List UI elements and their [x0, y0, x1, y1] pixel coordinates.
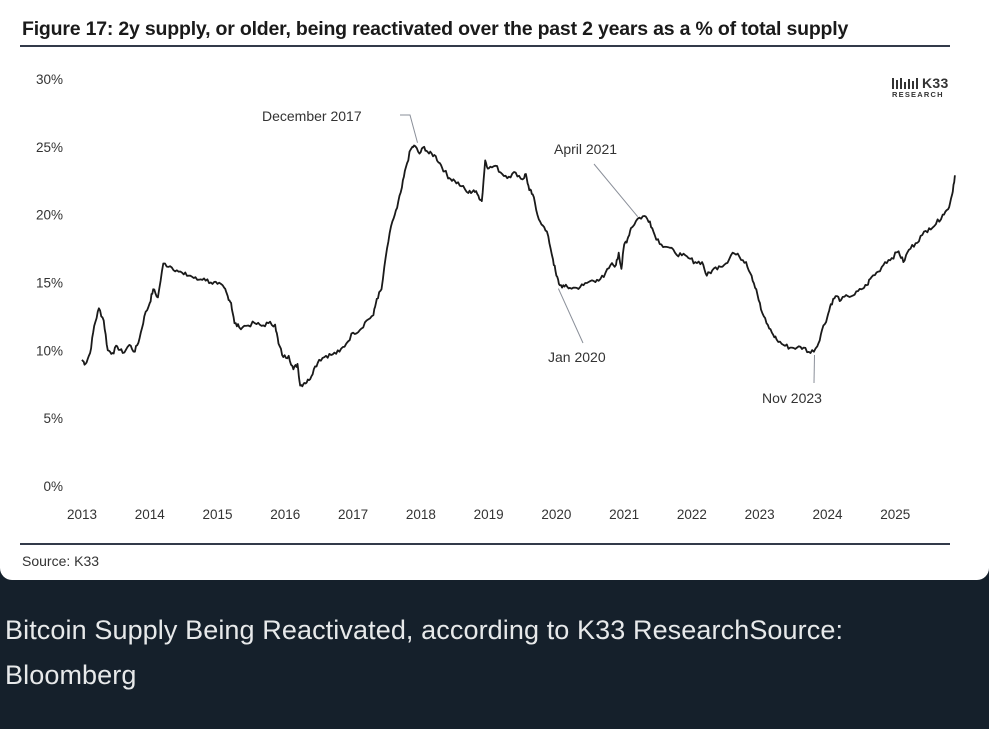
annotation-label: Jan 2020: [548, 349, 606, 365]
x-tick-label: 2014: [135, 507, 166, 522]
y-tick-label: 20%: [36, 208, 63, 223]
logo-subtitle: RESEARCH: [892, 90, 944, 99]
title-divider: [20, 45, 950, 47]
x-tick-label: 2020: [541, 507, 571, 522]
y-tick-label: 25%: [36, 140, 63, 155]
y-tick-label: 10%: [36, 343, 63, 358]
x-tick-label: 2018: [406, 507, 436, 522]
y-axis: 0% 5% 10% 15% 20% 25% 30%: [36, 72, 63, 494]
chart-source: Source: K33: [22, 553, 100, 569]
y-tick-label: 15%: [36, 276, 63, 291]
series-layer: [81, 144, 956, 388]
logo-name: K33: [922, 75, 949, 91]
series-line: [81, 144, 956, 388]
chart-title: Figure 17: 2y supply, or older, being re…: [22, 18, 849, 40]
annotation-leader-line: [813, 354, 815, 384]
k33-research-logo: K33 RESEARCH: [892, 75, 962, 100]
annotation-leader-line: [593, 163, 639, 218]
annotation-label: April 2021: [554, 141, 617, 157]
x-tick-label: 2023: [745, 507, 775, 522]
x-tick-label: 2025: [880, 507, 910, 522]
x-axis: 2013 2014 2015 2016 2017 2018 2019 2020 2021 2022…: [67, 507, 910, 522]
x-tick-label: 2013: [67, 507, 97, 522]
image-caption: Bitcoin Supply Being Reactivated, accord…: [5, 615, 844, 690]
x-tick-label: 2017: [338, 507, 368, 522]
x-tick-label: 2024: [812, 507, 843, 522]
x-tick-label: 2022: [677, 507, 707, 522]
annotation-leader-line: [400, 114, 418, 143]
line-chart: 0% 5% 10% 15% 20% 25% 30% 2013 2014 2015 2016 2017…: [36, 72, 956, 522]
x-tick-label: 2015: [203, 507, 233, 522]
footer-divider: [20, 543, 950, 545]
x-tick-label: 2019: [474, 507, 504, 522]
x-tick-label: 2021: [609, 507, 639, 522]
k33-logo-mark-icon: [892, 78, 918, 89]
y-tick-label: 0%: [43, 479, 63, 494]
chart-card: Figure 17: 2y supply, or older, being re…: [0, 0, 989, 580]
x-tick-label: 2016: [270, 507, 300, 522]
annotation-layer: December 2017 April 2021 Jan 2020 Nov 2023: [262, 108, 822, 406]
annotation-label: Nov 2023: [762, 390, 822, 406]
annotation-label: December 2017: [262, 108, 362, 124]
annotation-leader-line: [557, 288, 584, 344]
y-tick-label: 5%: [43, 411, 63, 426]
y-tick-label: 30%: [36, 72, 63, 87]
